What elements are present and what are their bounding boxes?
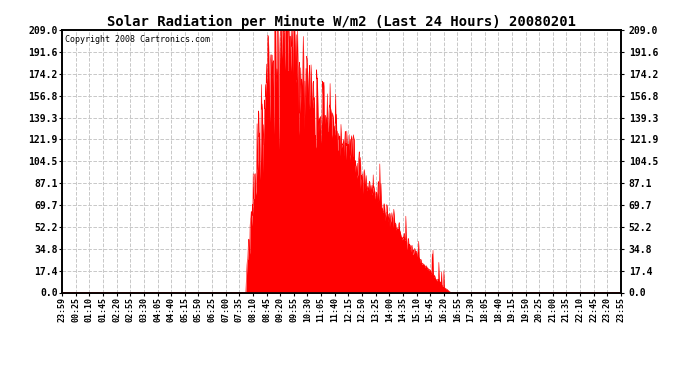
Text: Copyright 2008 Cartronics.com: Copyright 2008 Cartronics.com <box>65 35 210 44</box>
Title: Solar Radiation per Minute W/m2 (Last 24 Hours) 20080201: Solar Radiation per Minute W/m2 (Last 24… <box>107 15 576 29</box>
